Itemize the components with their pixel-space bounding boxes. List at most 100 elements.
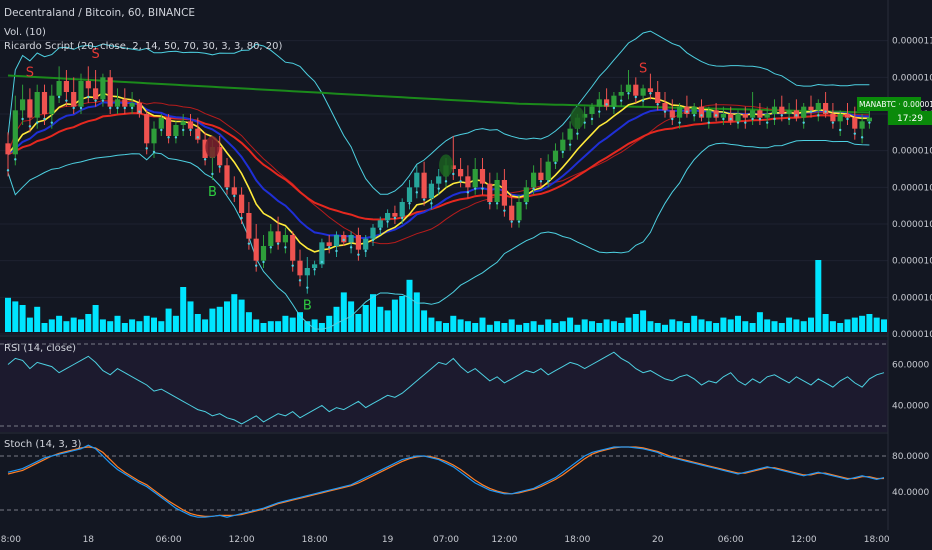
low-dot [401,216,404,220]
low-dot [269,246,272,249]
low-dot [437,187,440,190]
volume-bar [377,306,384,332]
volume-bar [158,321,165,332]
candle-body [589,106,595,114]
low-dot [240,216,243,220]
candle-body [684,106,690,114]
rsi-pane[interactable] [0,343,888,427]
low-dot [707,121,710,124]
low-dot [663,110,667,113]
volume-bar [516,324,522,332]
low-dot [14,158,17,161]
low-dot [262,260,265,264]
time-tick-label: 07:00 [433,535,459,545]
candle-body [779,106,785,114]
volume-bar [778,323,785,332]
volume-bar [370,294,376,332]
volume-bar [12,301,19,332]
candle-body [253,238,259,261]
low-dot [335,249,338,253]
low-dot [79,106,83,110]
low-dot [612,106,616,110]
candle-body [720,114,726,118]
candle-body [34,92,40,118]
low-dot [868,121,871,124]
candle-body [27,99,33,118]
volume-bar [326,315,333,332]
candle-body [808,106,814,111]
candle-body [428,183,434,199]
signal-highlight [205,136,220,158]
volume-bar [800,321,807,332]
volume-bar [596,323,603,332]
candle-body [757,110,763,118]
time-tick-label: 18:00 [302,535,328,545]
candle-body [531,172,537,188]
volume-legend[interactable]: Vol. (10) [4,27,46,38]
low-dot [495,202,499,205]
candle-body [786,110,792,114]
time-axis[interactable]: 18:00 18 06:00 12:00 18:00 19 07:00 12:00 18:00 2… [0,535,890,545]
low-dot [693,114,696,117]
candle-body [728,114,734,122]
low-dot [130,106,134,110]
candle-body [12,110,18,155]
volume-bar [866,314,873,332]
volume-bar [70,317,77,332]
volume-bar [216,306,223,332]
low-dot [145,147,148,150]
low-dot [561,150,564,154]
low-dot [123,106,127,110]
candle-body [136,103,142,114]
rsi-legend[interactable]: RSI (14, close) [4,343,76,354]
volume-bar [486,324,493,332]
low-dot [328,246,331,249]
low-dot [744,121,747,124]
low-dot [87,95,90,99]
signal-markers: S S B B S [26,47,647,314]
candle-body [297,260,303,276]
low-dot [590,117,594,121]
candle-body [618,92,624,96]
long-ma-line [7,74,870,114]
low-dot [474,187,477,190]
low-dot [422,198,426,201]
volume-bar [282,315,289,332]
low-dot [488,202,491,205]
volume-bar [180,287,187,332]
volume-bar [384,310,391,332]
countdown-label: 17:29 [897,114,923,124]
candle-body [282,235,288,243]
volume-bar [479,317,486,332]
volume-bar [559,321,566,332]
price-pane[interactable]: S S B B S [0,30,888,335]
volume-bar [121,323,128,332]
script-legend[interactable]: Ricardo Script (20, close, 2, 14, 50, 70… [4,41,283,52]
low-dot [831,121,835,124]
low-dot [620,99,623,102]
candle-body [677,106,683,118]
low-dot [532,187,535,190]
low-dot [510,220,513,223]
low-dot [627,92,630,95]
candle-body [348,235,354,243]
volume-bar [859,315,866,332]
stoch-tick-label: 80.0000 [892,452,929,462]
candle-body [793,110,799,118]
signal-label-sell: S [91,47,99,62]
volume-bar [537,324,544,332]
time-tick-label: 18 [83,535,95,545]
candle-body [640,88,646,96]
stoch-pane[interactable] [0,444,888,518]
volume-bar [275,321,282,332]
volume-bar [399,296,406,332]
stoch-legend[interactable]: Stoch (14, 3, 3) [4,439,81,450]
low-dot [276,242,280,245]
low-dot [43,117,46,121]
chart-symbol-title[interactable]: Decentraland / Bitcoin, 60, BINANCE [4,7,195,19]
volume-bar [165,308,172,332]
volume-bar [253,319,260,332]
time-tick-label: 18:00 [564,535,590,545]
volume-bar [304,321,311,332]
